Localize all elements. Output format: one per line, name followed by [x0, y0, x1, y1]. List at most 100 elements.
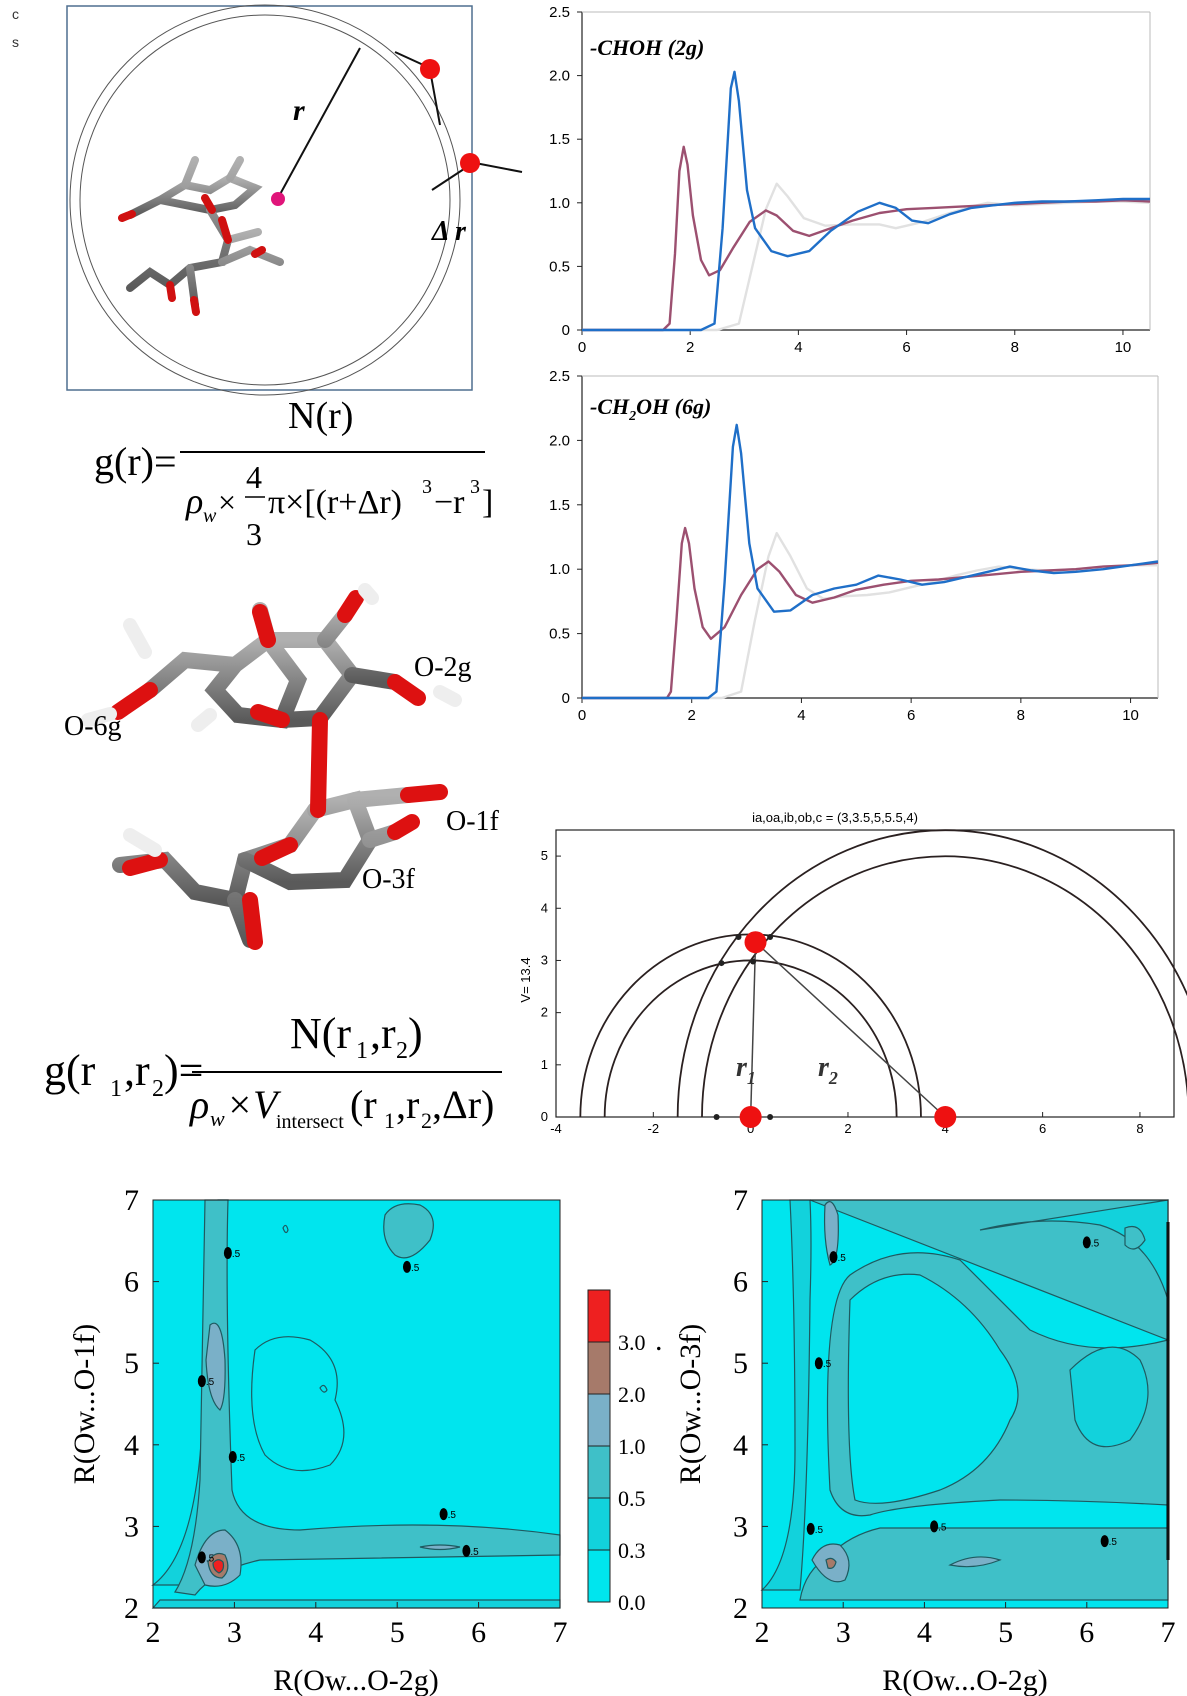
hm2-contours — [760, 1199, 1170, 1601]
eq1-rho: ρ — [185, 481, 203, 521]
intersection-marker — [767, 933, 774, 940]
intersection-marker — [718, 960, 725, 967]
colorbar-cell — [587, 1341, 611, 1395]
colorbar-level-label: 3.0 — [618, 1330, 646, 1355]
y-tick-label: 2.0 — [549, 432, 570, 449]
x-tick-label: -2 — [648, 1121, 660, 1136]
intersection-marker — [735, 933, 742, 940]
eq2-lhs-comma: ,r — [124, 1046, 150, 1095]
colorbar-cell — [587, 1497, 611, 1551]
y-tick-label: 6 — [124, 1266, 139, 1299]
colorbar-cell — [587, 1289, 611, 1343]
eq2-num-close: ) — [408, 1009, 423, 1058]
contour-label-marker — [1082, 1236, 1091, 1249]
outer-shell-circle — [69, 4, 461, 396]
y-tick-label: 0.5 — [549, 258, 570, 275]
label-o3f: O-3f — [362, 864, 416, 895]
label-o1f: O-1f — [446, 806, 500, 837]
circ-frame — [555, 829, 1175, 1118]
equation-g-r: g(r)= N(r) ρ w × 4 3 π×[(r+Δr) 3 −r 3 ] — [94, 395, 493, 552]
hm1-contours — [151, 1199, 561, 1609]
rdf-series-line — [582, 423, 1159, 700]
eq1-bracket: π×[(r+Δr) — [268, 484, 402, 521]
eq1-close-bracket: ] — [482, 484, 493, 521]
rdf-series-line — [582, 531, 1158, 700]
hm1-frame — [152, 1199, 561, 1609]
eq2-num: N(r — [290, 1009, 351, 1058]
radius-line — [277, 47, 361, 199]
colorbar-level-label: 0.3 — [618, 1538, 646, 1563]
eq2-lhs-sub2: 2 — [152, 1076, 164, 1102]
colorbar-cell — [587, 1445, 611, 1499]
eq1-minus-r: −r — [434, 484, 465, 521]
r1-sub: 1 — [747, 1068, 756, 1088]
colorbar-level-label: 0.0 — [618, 1590, 646, 1615]
contour-label-marker — [197, 1551, 206, 1564]
inner-shell-circle — [79, 14, 451, 386]
eq2-rho: ρ — [188, 1082, 209, 1127]
r2-line — [755, 941, 946, 1118]
eq2-intersect: intersect — [276, 1111, 344, 1133]
contour-label-marker — [402, 1260, 411, 1273]
y-tick-label: 3 — [733, 1510, 748, 1543]
eq2-args-comma: ,r — [396, 1082, 419, 1127]
eq1-cube-2: 3 — [470, 476, 480, 498]
tick-b — [429, 69, 441, 126]
y-tick-label: 2.5 — [549, 4, 570, 21]
contour-label-marker — [1100, 1535, 1109, 1548]
x-tick-label: 3 — [836, 1616, 851, 1649]
y-tick-label: 1.5 — [549, 497, 570, 514]
contour-label-marker — [462, 1544, 471, 1557]
rdf-series-line — [582, 70, 1150, 332]
y-tick-label: 5 — [124, 1347, 139, 1380]
rdf2-title: -CH2OH (6g) — [590, 394, 711, 424]
contour-label: .5 — [1091, 1238, 1100, 1249]
intersection-marker — [750, 958, 757, 965]
eq1-four: 4 — [246, 459, 262, 495]
red-point — [934, 1106, 957, 1128]
colorbar-cell — [587, 1549, 611, 1603]
y-tick-label: 4 — [541, 900, 548, 915]
colorbar-level-label: 0.5 — [618, 1486, 646, 1511]
y-tick-label: 7 — [733, 1184, 748, 1217]
x-tick-label: 4 — [308, 1616, 323, 1649]
circ-ylabel: V= 13.4 — [518, 957, 533, 1002]
x-tick-label: 8 — [1017, 707, 1025, 724]
sucrose-molecule — [81, 583, 462, 950]
hm1-ylabel: R(Ow...O-1f) — [68, 1324, 101, 1485]
water-oxygen-dot-1 — [420, 59, 440, 79]
x-tick-label: 3 — [227, 1616, 242, 1649]
contour-label: .5 — [823, 1359, 832, 1370]
x-tick-label: 2 — [844, 1121, 851, 1136]
side-letter-c: c — [12, 6, 19, 22]
y-tick-label: 2 — [541, 1005, 548, 1020]
contour-label: .5 — [837, 1253, 846, 1264]
colorbar-cell — [587, 1393, 611, 1447]
hm2-ylabel: R(Ow...O-3f) — [674, 1324, 707, 1485]
eq2-num-sub1: 1 — [356, 1038, 368, 1064]
y-tick-label: 1 — [541, 1057, 548, 1072]
colorbar-level-label: 1.0 — [618, 1434, 646, 1459]
shell-arc — [676, 829, 1187, 1118]
contour-label: .5 — [938, 1522, 947, 1533]
rdf1-title: -CHOH (2g) — [590, 35, 704, 60]
rdf-series-line — [582, 145, 1151, 332]
x-tick-label: -4 — [550, 1121, 562, 1136]
water-oxygen-dot-2 — [460, 153, 480, 173]
colorbar-level-label: 2.0 — [618, 1382, 646, 1407]
eq2-lhs-g: g(r — [44, 1046, 96, 1095]
y-tick-label: 7 — [124, 1184, 139, 1217]
side-letter-s: s — [12, 34, 19, 50]
eq2-num-comma: ,r — [370, 1009, 396, 1058]
y-tick-label: 4 — [733, 1429, 748, 1462]
eq2-args-close: ,Δr) — [432, 1082, 494, 1127]
x-tick-label: 6 — [471, 1616, 486, 1649]
x-tick-label: 5 — [998, 1616, 1013, 1649]
rdf-chart-choh: -CHOH (2g) 0 2 4 6 8 10 0 0.5 1.0 1.5 2.0 2.5 — [549, 4, 1151, 356]
contour-label: .5 — [237, 1453, 246, 1464]
x-tick-label: 6 — [1039, 1121, 1046, 1136]
r1-label: r1 — [736, 1052, 756, 1088]
contour-label-marker — [829, 1251, 838, 1264]
